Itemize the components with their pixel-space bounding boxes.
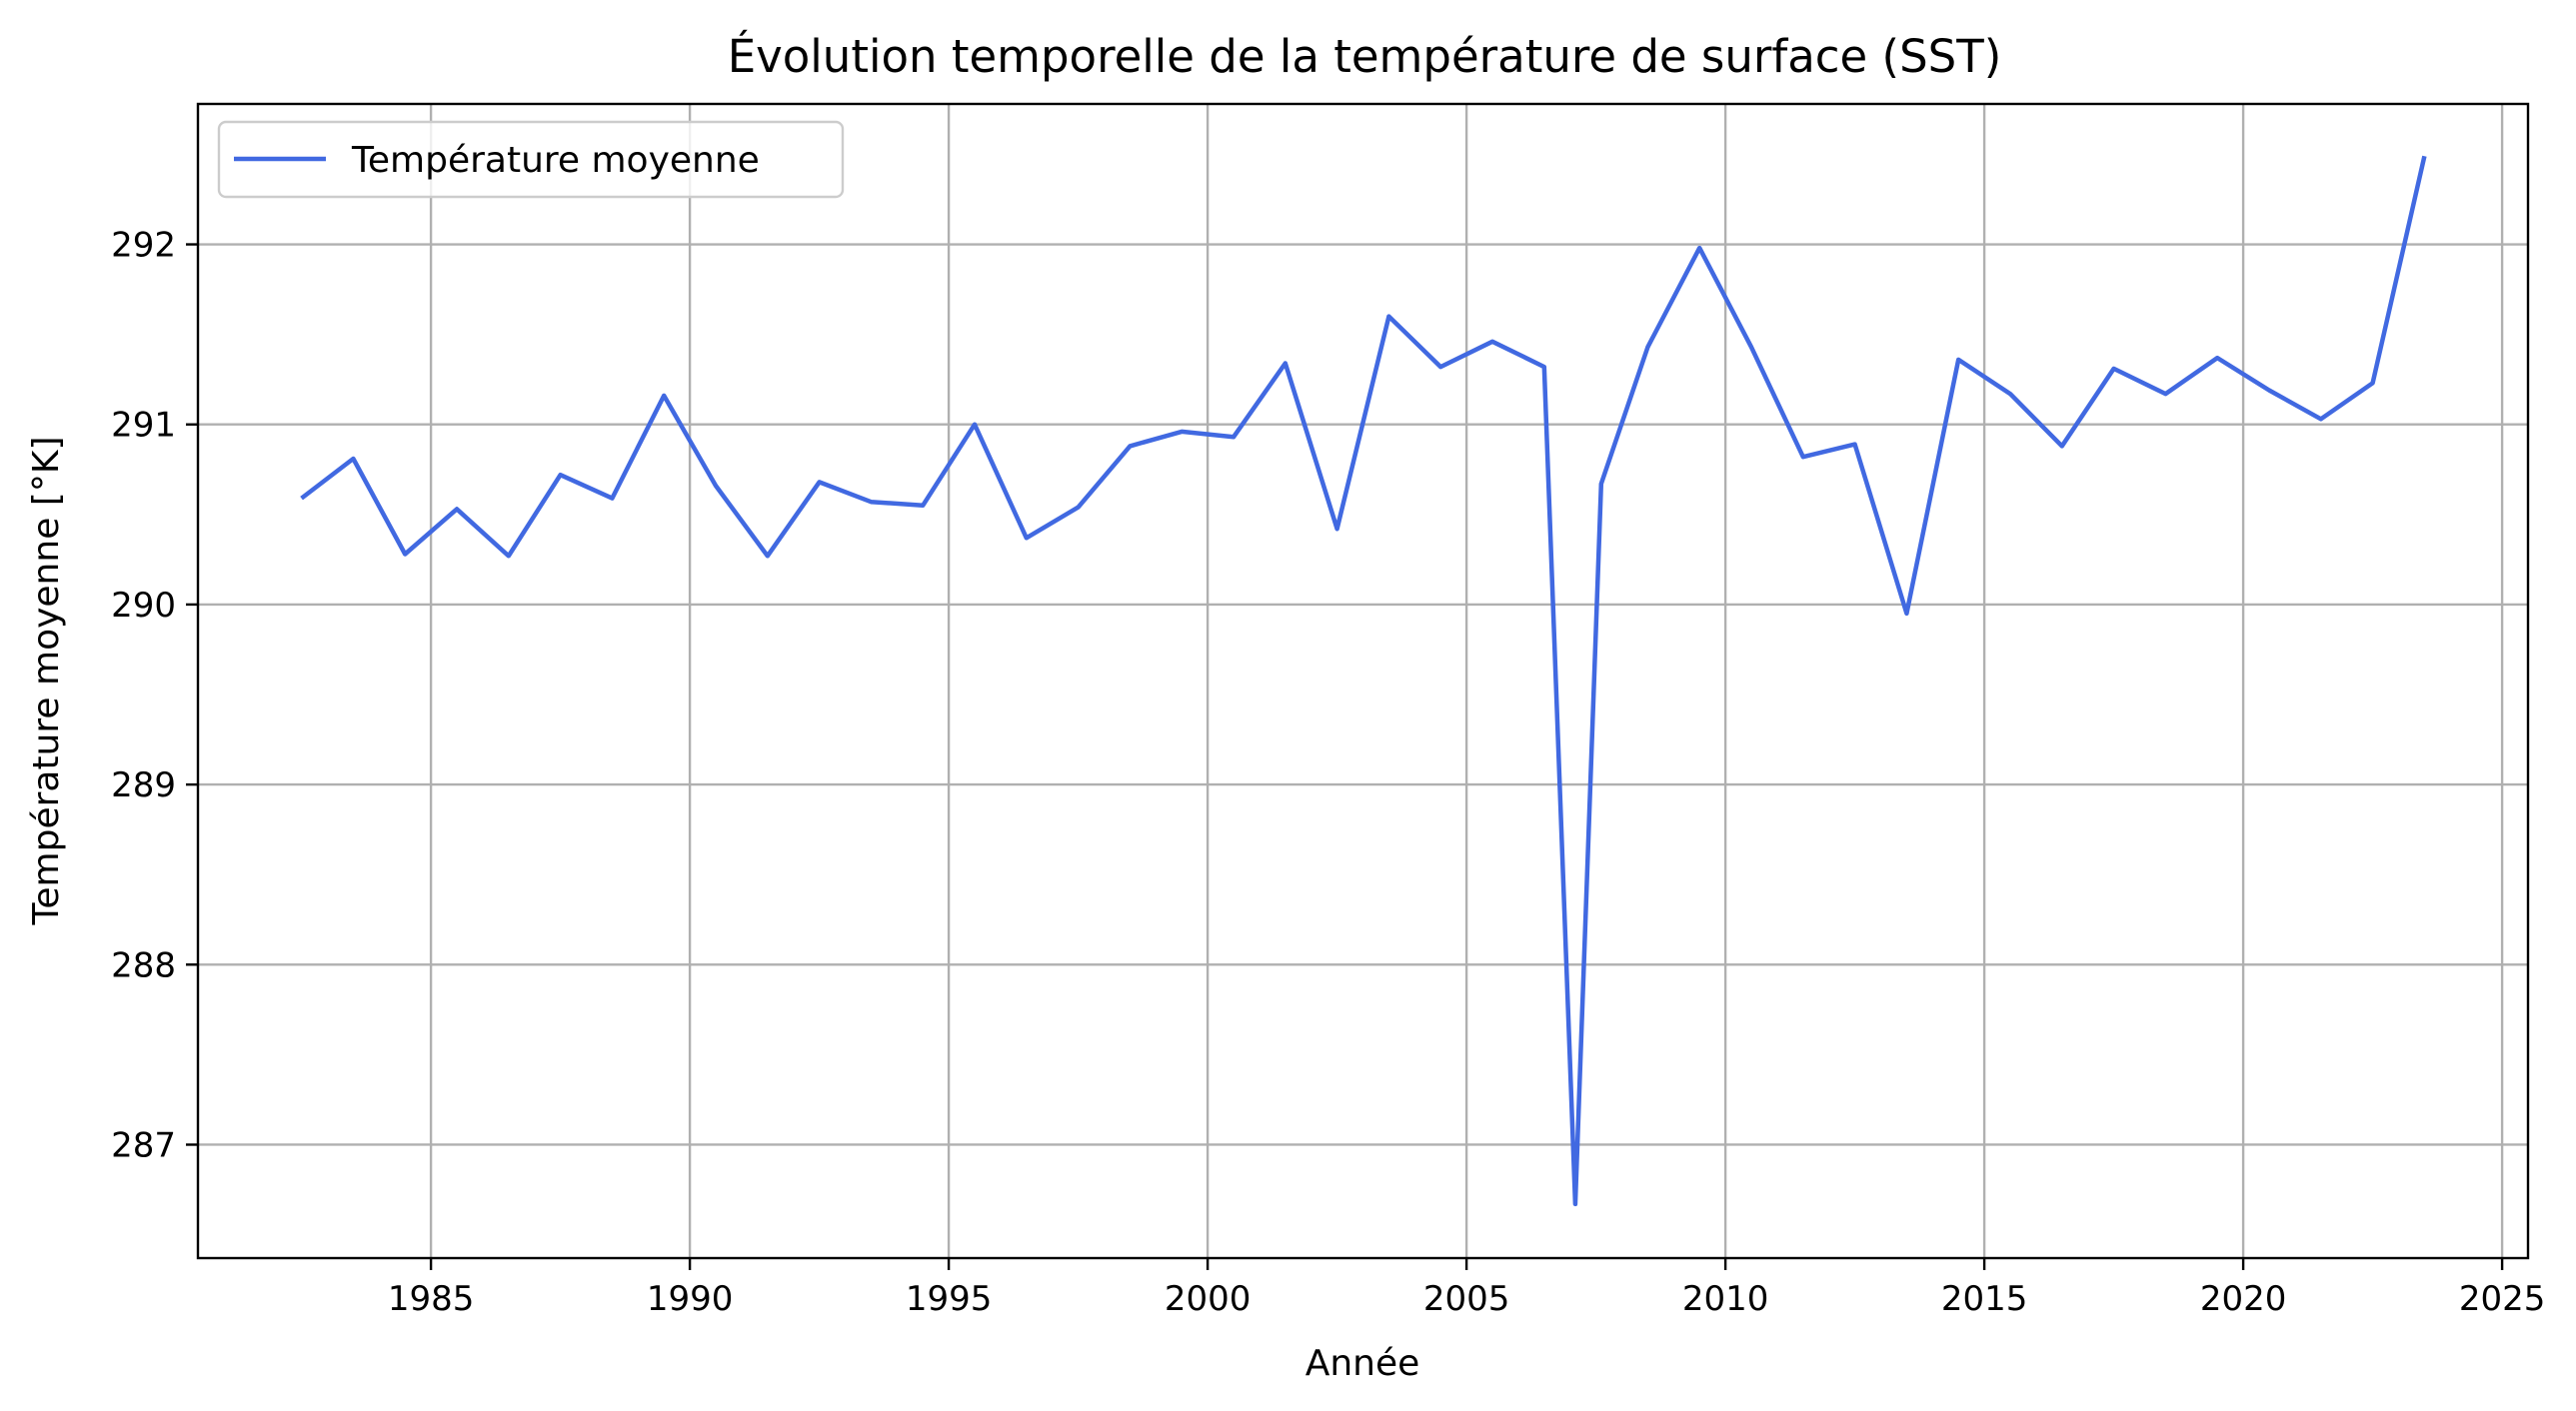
y-tick-label: 289 [111,765,176,805]
legend-box [217,120,845,199]
x-tick-label: 2005 [1423,1279,1510,1319]
grid-lines [198,104,2528,1258]
y-tick-label: 292 [111,226,176,266]
series-line-temperature [300,155,2427,1207]
x-tick-label: 2015 [1941,1279,2028,1319]
legend: Température moyenne [217,120,845,199]
chart-title: Évolution temporelle de la température d… [728,30,2002,83]
y-tick-label: 291 [111,406,176,446]
x-tick-label: 2000 [1165,1279,1252,1319]
legend-label: Température moyenne [351,140,760,181]
x-axis-ticks: 1985 1990 1995 2000 2005 2010 2015 2020 2025 [388,1258,2546,1319]
x-tick-label: 1995 [906,1279,993,1319]
plot-frame [196,102,2530,1260]
series-layer [300,155,2427,1207]
x-tick-label: 2010 [1682,1279,1769,1319]
y-tick-label: 287 [111,1125,176,1165]
y-tick-label: 290 [111,586,176,626]
x-tick-label: 2020 [2200,1279,2287,1319]
x-axis-label: Année [1305,1343,1420,1384]
x-tick-label: 1985 [388,1279,475,1319]
y-axis-ticks: 287 288 289 290 291 292 [111,226,198,1165]
y-tick-label: 288 [111,945,176,985]
x-tick-label: 2025 [2459,1279,2546,1319]
y-axis-label: Température moyenne [°K] [26,437,67,926]
x-tick-label: 1990 [647,1279,734,1319]
